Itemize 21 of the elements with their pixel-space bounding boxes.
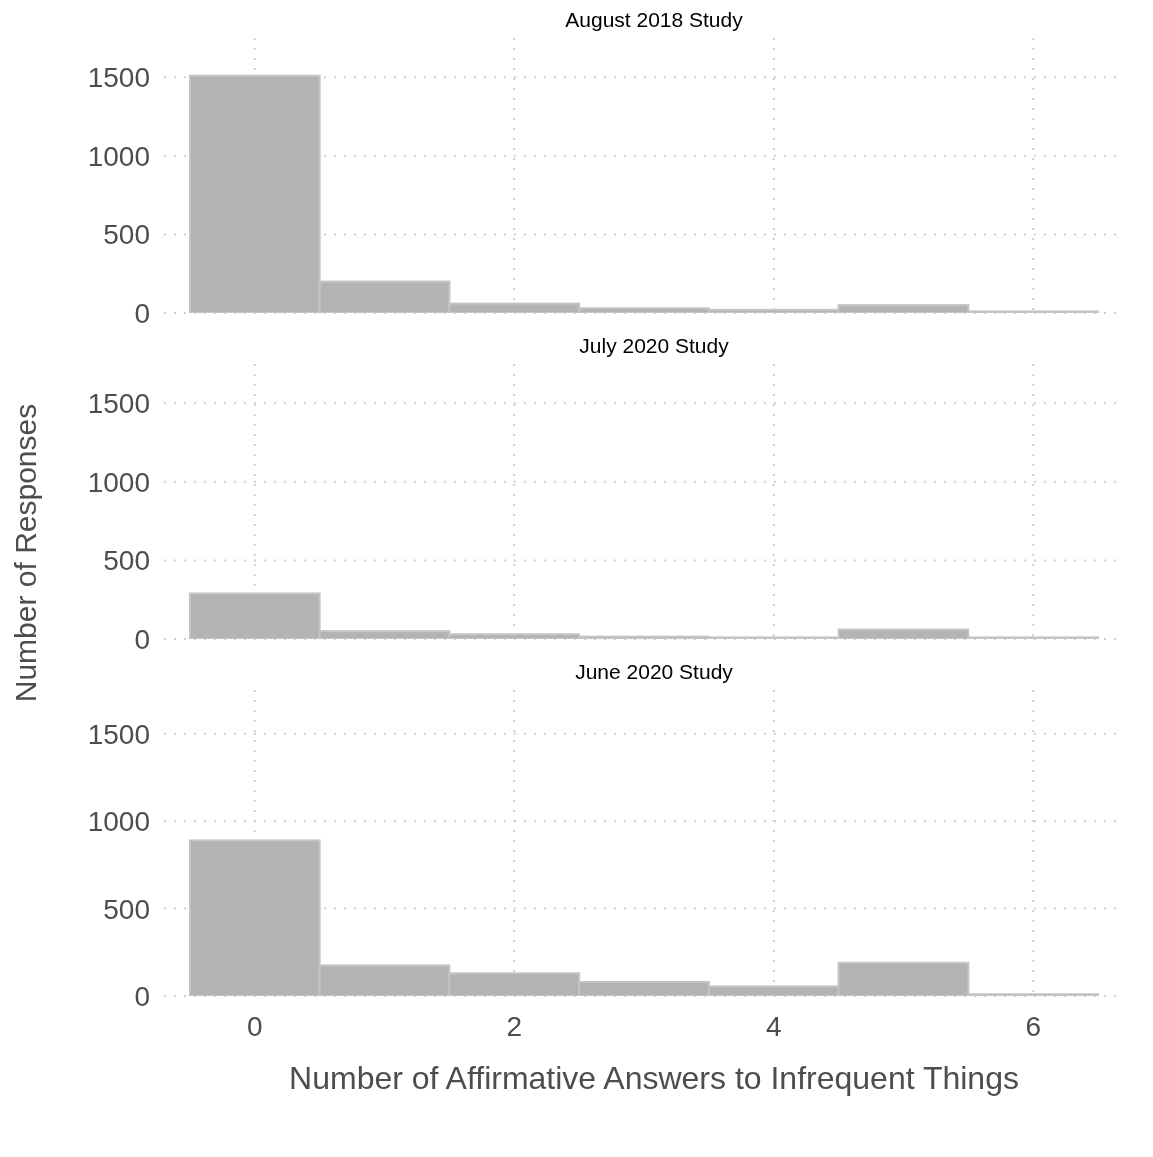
y-tick-label: 1500: [87, 718, 150, 750]
x-axis-title: Number of Affirmative Answers to Infrequent Things: [288, 1060, 1020, 1097]
y-axis-title: Number of Responses: [9, 403, 43, 702]
y-tick-label: 500: [103, 893, 150, 925]
y-tick-label: 0: [134, 980, 150, 1012]
y-tick-label: 0: [134, 297, 150, 329]
x-tick-label: 2: [506, 1010, 523, 1042]
chart-title: July 2020 Study: [578, 334, 730, 359]
x-tick-label: 6: [1025, 1010, 1041, 1042]
y-tick-label: 1000: [87, 466, 150, 498]
y-tick-label: 1000: [87, 140, 150, 172]
chart-title: June 2020 Study: [574, 660, 734, 685]
y-tick-label: 500: [103, 545, 150, 577]
y-tick-label: 0: [134, 623, 150, 655]
y-tick-label: 1000: [87, 806, 150, 838]
x-tick-label: 4: [765, 1010, 782, 1042]
x-tick-label: 0: [247, 1010, 263, 1042]
y-tick-label: 1500: [87, 62, 150, 94]
y-tick-label: 500: [103, 219, 150, 251]
chart-title: August 2018 Study: [564, 8, 744, 33]
y-tick-label: 1500: [87, 388, 150, 420]
